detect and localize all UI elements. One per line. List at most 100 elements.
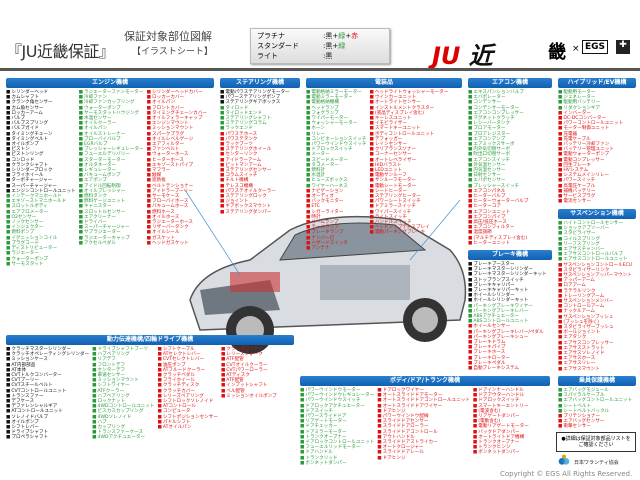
part-item: インジェクター xyxy=(6,225,76,230)
part-item: 時計 xyxy=(306,215,366,220)
part-item: エアクリーナー xyxy=(79,215,144,220)
part-item: リザーバータンク xyxy=(147,225,207,230)
legend-color: + xyxy=(332,42,339,50)
part-item: スライドドアストライカー xyxy=(377,440,470,445)
part-item: ATFクーラー xyxy=(92,389,154,394)
part-item: オイルパン xyxy=(79,126,144,131)
part-item: オイルクーラー xyxy=(79,121,144,126)
part-item: ウォーターポンプ xyxy=(6,257,76,262)
part-item: タイロッド xyxy=(220,106,290,111)
section-items: エキスパンションバルブエバポレーターコンデンサーコンデンサーモーターエアコンコン… xyxy=(468,90,552,246)
part-item: ソレノイドバルブ xyxy=(6,415,89,420)
section-hybrid: ハイブリッド/EV機構駆動用モータージェネレーター駆動用バッテリーリダクションギ… xyxy=(558,78,636,204)
legend-plan: ライト xyxy=(257,52,278,60)
part-item: (マルチディスプレイ含む) xyxy=(468,236,528,241)
section-items: パワーウインドウモーターパワーウインドウレギュレーターパワーウインドウスイッチド… xyxy=(300,388,550,466)
part-item: シフトポジションセンサー xyxy=(157,415,218,420)
part-item: トレーリングアーム xyxy=(558,294,632,299)
part-item: CVTスチールベルト xyxy=(6,383,89,388)
part-item: 4WDソレノイド xyxy=(92,415,154,420)
part-item: リアゲートダンパー xyxy=(473,414,529,419)
part-item: インテークマニホールド xyxy=(6,194,76,199)
part-item: ステアリングヒーター xyxy=(369,194,448,199)
part-item: 内外気切替サーボ xyxy=(468,147,528,152)
part-item: シフトロックソレノイド xyxy=(157,399,217,404)
section-title: エンジン機構 xyxy=(6,78,214,88)
part-item: ドアヒンジ xyxy=(377,409,470,414)
section-items: シリンダーヘッドカムシャフトクランク角センサーカム角センサーロッカーアームバルブ… xyxy=(6,90,214,267)
part-item: 4WDアクチュエーター xyxy=(92,435,154,440)
part-item: エアサスホース xyxy=(558,356,632,361)
part-item: 水温計 xyxy=(306,173,366,178)
part-item: O2センサー xyxy=(6,215,76,220)
part-item: ハブベアリング xyxy=(92,394,154,399)
part-item: バキュームホース xyxy=(147,204,207,209)
part-item: コンビネーションスイッチ xyxy=(306,137,366,142)
part-item: シフトワイヤー xyxy=(92,383,154,388)
part-item: オートスライドドアモーター xyxy=(377,393,470,398)
part-item: システムメインリレー xyxy=(558,173,623,178)
part-item: ドアチェッカー xyxy=(300,424,374,429)
part-item: オートスライドドアワイヤー xyxy=(377,404,470,409)
part-item: ボンネットダンパー xyxy=(473,450,529,455)
part-item: ジェネレーター xyxy=(558,95,623,100)
part-item: リーフスプリング xyxy=(558,242,632,247)
part-item: オイルレベルゲージ xyxy=(147,137,207,142)
part-item: 4WDコントロールユニット xyxy=(92,404,155,409)
part-item: ホーン xyxy=(306,126,366,131)
part-item: ATF配管 xyxy=(221,378,277,383)
part-item: フライホイール xyxy=(6,173,76,178)
section-items: ハイトコントロールセンサーショックアブソーバースタビライザーコイルスプリングリー… xyxy=(558,221,636,372)
part-item: 燃料タンク xyxy=(79,194,144,199)
part-item: 電動ミラーモーター xyxy=(306,95,366,100)
part-item: 電動パーキングブレーキ xyxy=(369,230,448,235)
part-item: パワーウインドウスイッチ xyxy=(300,398,374,403)
part-item: スーパーチャージャー xyxy=(6,184,76,189)
part-item: マグネットクラッチ xyxy=(468,116,528,121)
part-item: イモビライザー xyxy=(369,121,448,126)
part-item: スパイラルケーブル xyxy=(558,393,632,398)
legend-row: プラチナ: 黒 + 緑 + 赤 xyxy=(257,31,383,41)
part-item: ブレーキブースター xyxy=(468,262,547,267)
legend-separator: : xyxy=(323,52,326,60)
part-item: ATセレクトレバー xyxy=(157,352,217,357)
part-item: シリンダーヘッド xyxy=(6,90,76,95)
part-item: ミッションマウント xyxy=(147,126,207,131)
part-item: ドアインナーハンドル xyxy=(473,388,529,393)
part-item: ブレーキローター xyxy=(468,356,547,361)
part-item: オイルプレッシャー xyxy=(79,189,144,194)
part-item: オイルポンプ xyxy=(6,142,76,147)
section-steering: ステアリング機構電動パワステアリングモーターパワーステアリングポンプステアリング… xyxy=(220,78,300,215)
part-item: ABSコントロールユニット xyxy=(468,319,547,324)
part-item: バルブスプリング xyxy=(6,121,76,126)
part-item: アンテナ xyxy=(306,246,366,251)
part-item: スロットルセンサー xyxy=(79,210,144,215)
part-item: スタビライザー xyxy=(558,231,632,236)
part-item: インプットシャフト xyxy=(221,383,277,388)
part-item: サスペンションブッシュ xyxy=(558,315,632,320)
part-item: ナックルアーム xyxy=(558,309,632,314)
part-item: ブレーキドラム xyxy=(468,340,547,345)
part-item: キーレスユニット xyxy=(369,116,448,121)
part-item: (電波含む) xyxy=(473,409,529,414)
item-column: シリンダーヘッドカムシャフトクランク角センサーカム角センサーロッカーアームバルブ… xyxy=(6,90,76,267)
part-item: エアフィルター xyxy=(147,142,207,147)
section-brake: ブレーキ機構ブレーキブースターブレーキマスターシリンダーブレーキマスターシリンダ… xyxy=(468,250,552,371)
part-item: CVTオイルクーラー xyxy=(221,363,277,368)
section-aircon: エアコン機構エキスパンションバルブエバポレーターコンデンサーコンデンサーモーター… xyxy=(468,78,552,246)
part-item: 日射センサー xyxy=(468,173,528,178)
part-item: ドアロックスイッチ xyxy=(473,398,529,403)
part-item: タコメーター xyxy=(306,163,366,168)
part-item: カム角センサー xyxy=(6,106,76,111)
part-item: ホイールシリンダーキット xyxy=(468,298,547,303)
part-item: ノックセンサー xyxy=(6,220,76,225)
part-item: AT内部部品 xyxy=(6,363,89,368)
part-item: 冷却ファン xyxy=(79,95,144,100)
part-item: ショックアブソーバー xyxy=(558,226,632,231)
part-item: エンジンコントロールユニット xyxy=(6,189,75,194)
part-item: トランクオープナー xyxy=(300,435,374,440)
part-item: サーモケース xyxy=(147,194,207,199)
section-title: ブレーキ機構 xyxy=(468,250,552,260)
egs-logo: EGS xyxy=(582,40,609,54)
section-title: ハイブリッド/EV機構 xyxy=(558,78,636,88)
